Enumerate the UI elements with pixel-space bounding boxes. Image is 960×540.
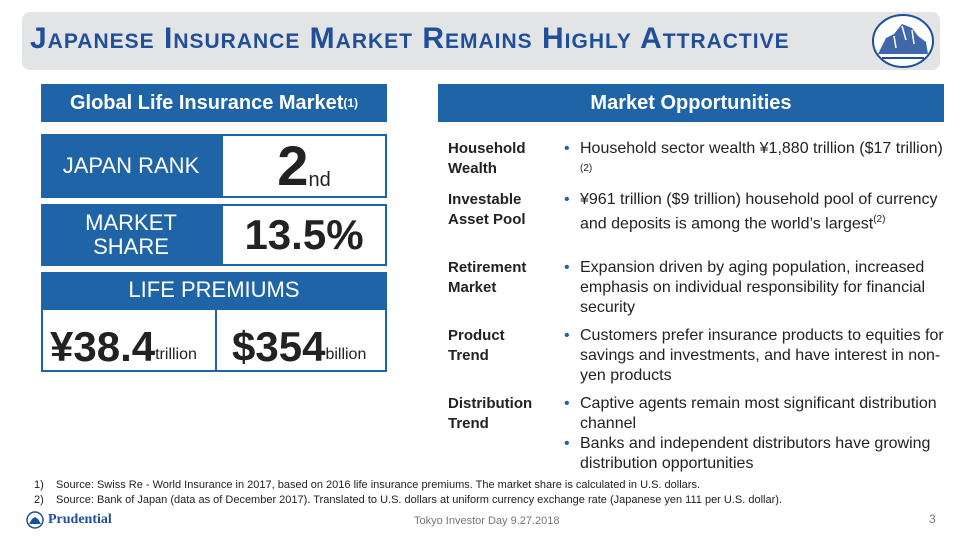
bullet-text: Household sector wealth ¥1,880 trillion … (580, 140, 943, 157)
opportunity-label-line1: Distribution (448, 395, 533, 412)
bullet-footnote-ref: (2) (873, 214, 886, 225)
premium-yen-value: ¥38.4 trillion (50, 314, 197, 368)
bullet-text: ¥961 trillion ($9 trillion) household po… (580, 191, 938, 233)
premium-yen-amount: ¥38.4 (50, 323, 156, 370)
bullet-footnote-ref: (2) (580, 163, 593, 174)
prudential-rock-icon (26, 511, 44, 529)
opportunity-bullets: Customers prefer insurance products to e… (564, 326, 944, 386)
premium-yen-unit: trillion (155, 346, 197, 363)
opportunity-bullet: Customers prefer insurance products to e… (564, 326, 944, 386)
bullet-text: Banks and independent distributors have … (580, 435, 931, 472)
footnote-number: 2) (34, 494, 44, 506)
premium-usd-amount: $354 (232, 323, 326, 370)
opportunity-label: Distribution Trend (448, 394, 548, 434)
opportunity-label-line2: Trend (448, 347, 489, 364)
page-number: 3 (929, 512, 936, 526)
global-life-market-header: Global Life Insurance Market (1) (41, 84, 387, 122)
opportunity-bullets: ¥961 trillion ($9 trillion) household po… (564, 190, 944, 234)
market-share-label: MARKET SHARE (41, 204, 221, 266)
footnote-text: Source: Bank of Japan (data as of Decemb… (56, 494, 782, 506)
opportunity-bullet: Expansion driven by aging population, in… (564, 258, 944, 318)
rank-suffix: nd (308, 169, 331, 191)
opportunity-label-line1: Retirement (448, 259, 527, 276)
header-footnote-ref: (1) (343, 96, 359, 110)
market-opportunities-header: Market Opportunities (438, 84, 944, 122)
life-premiums-box (41, 308, 387, 372)
market-share-label-line1: MARKET (85, 209, 177, 235)
bullet-text: Captive agents remain most significant d… (580, 395, 937, 432)
opportunity-label-line2: Trend (448, 415, 489, 432)
bullet-text: Expansion driven by aging population, in… (580, 259, 926, 316)
opportunity-bullets: Expansion driven by aging population, in… (564, 258, 944, 318)
opportunity-label: Investable Asset Pool (448, 190, 548, 230)
opportunity-label-line2: Market (448, 279, 497, 296)
opportunity-bullets: Captive agents remain most significant d… (564, 394, 944, 474)
opportunity-bullet: Banks and independent distributors have … (564, 434, 944, 474)
japan-rank-label: JAPAN RANK (41, 134, 221, 198)
opportunity-label-line1: Investable (448, 191, 522, 208)
opportunity-bullet: Household sector wealth ¥1,880 trillion … (564, 139, 944, 183)
rock-of-gibraltar-icon (872, 14, 934, 68)
footer-text: Tokyo Investor Day 9.27.2018 (414, 515, 560, 527)
opportunity-label-line2: Wealth (448, 160, 497, 177)
footnote: 1) Source: Swiss Re - World Insurance in … (34, 478, 782, 493)
footnote-text: Source: Swiss Re - World Insurance in 20… (56, 479, 701, 491)
rank-number: 2 (277, 134, 309, 197)
opportunity-label: Product Trend (448, 326, 548, 366)
market-share-label-line2: SHARE (93, 234, 169, 259)
footnote: 2) Source: Bank of Japan (data as of Dece… (34, 493, 782, 508)
global-life-market-header-text: Global Life Insurance Market (69, 91, 344, 114)
opportunity-bullet: ¥961 trillion ($9 trillion) household po… (564, 190, 944, 234)
premium-usd-unit: billion (325, 346, 367, 363)
bullet-text: Customers prefer insurance products to e… (580, 327, 944, 384)
footnotes: 1) Source: Swiss Re - World Insurance in … (34, 478, 782, 508)
title-bar (22, 12, 940, 70)
opportunity-label-line2: Asset Pool (448, 211, 526, 228)
footnote-number: 1) (34, 479, 44, 491)
opportunity-label-line1: Product (448, 327, 505, 344)
page-title: Japanese Insurance Market Remains Highly… (30, 22, 790, 55)
life-premiums-divider (215, 308, 217, 372)
market-share-value: 13.5% (221, 204, 387, 266)
opportunity-bullet: Captive agents remain most significant d… (564, 394, 944, 434)
premium-usd-value: $354 billion (232, 314, 366, 368)
opportunity-label-line1: Household (448, 140, 526, 157)
opportunity-label: Retirement Market (448, 258, 548, 298)
logo-text: Prudential (48, 512, 112, 527)
life-premiums-label: LIFE PREMIUMS (41, 272, 387, 308)
opportunity-bullets: Household sector wealth ¥1,880 trillion … (564, 139, 944, 183)
opportunity-label: Household Wealth (448, 139, 548, 179)
prudential-logo: Prudential (26, 511, 112, 529)
